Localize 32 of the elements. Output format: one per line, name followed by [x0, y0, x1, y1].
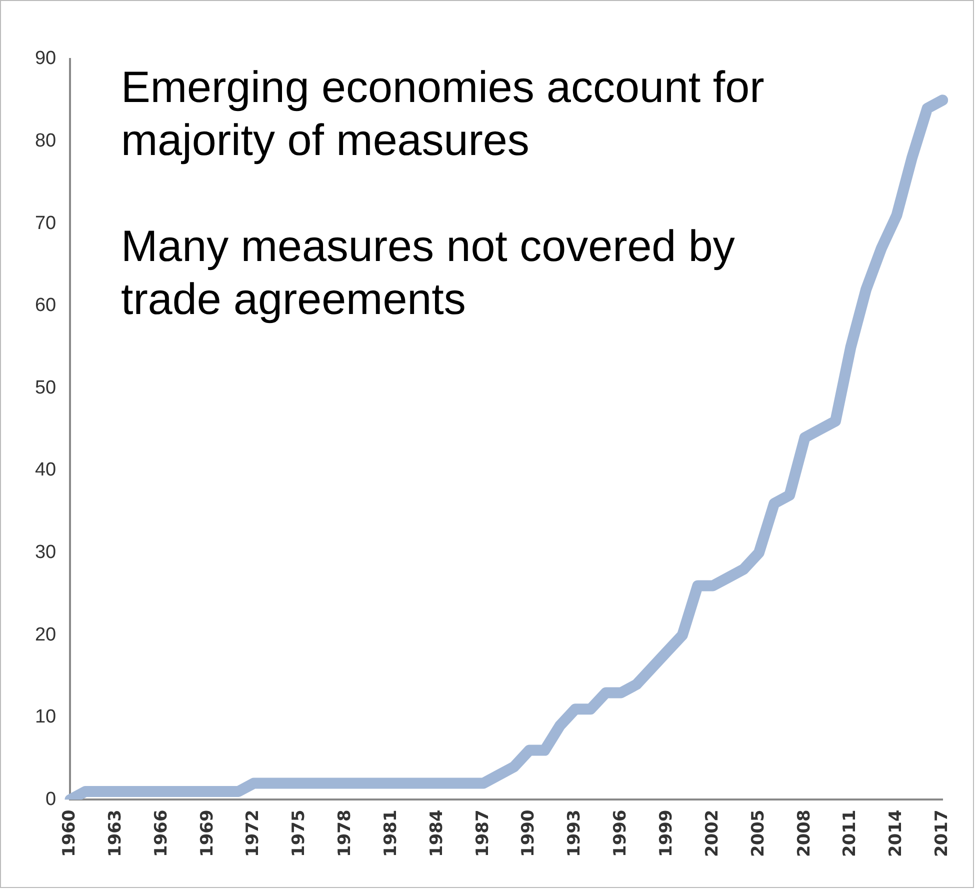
y-tick-label: 30	[34, 542, 56, 564]
x-tick-label: 1975	[289, 810, 310, 858]
x-tick-label: 1981	[380, 810, 401, 858]
x-tick-label: 1984	[426, 810, 447, 858]
x-tick-label: 1999	[656, 810, 677, 858]
x-tick-label: 2005	[748, 810, 768, 858]
y-tick-label: 70	[34, 212, 56, 234]
x-tick-label: 2011	[840, 810, 860, 858]
y-tick-label: 10	[34, 706, 56, 728]
x-tick-label: 2014	[886, 810, 906, 858]
y-tick-label: 40	[34, 460, 56, 481]
annotation: Many measures not covered by trade agreements	[121, 221, 736, 326]
x-tick-label: 1960	[60, 810, 80, 858]
x-tick-label: 2017	[932, 810, 952, 858]
x-tick-label: 2002	[702, 810, 722, 858]
x-tick-label: 1996	[610, 810, 631, 858]
y-tick-label: 90	[34, 48, 56, 70]
x-tick-label: 1993	[564, 810, 585, 858]
y-tick-label: 60	[34, 295, 56, 316]
x-tick-label: 1978	[335, 810, 356, 858]
x-tick-label: 1969	[197, 810, 218, 858]
annotation: Emerging economies account for majority of measures	[121, 62, 766, 167]
y-tick-label: 50	[34, 377, 56, 398]
x-tick-label: 1987	[472, 810, 493, 858]
x-tick-label: 1972	[243, 810, 264, 858]
y-tick-label: 0	[46, 788, 56, 810]
x-tick-label: 1966	[151, 810, 172, 858]
y-tick-label: 80	[34, 130, 56, 152]
y-tick-label: 20	[34, 624, 56, 646]
x-tick-label: 2008	[794, 810, 814, 858]
x-tick-label: 1990	[518, 810, 539, 858]
x-tick-label: 1963	[105, 810, 126, 858]
